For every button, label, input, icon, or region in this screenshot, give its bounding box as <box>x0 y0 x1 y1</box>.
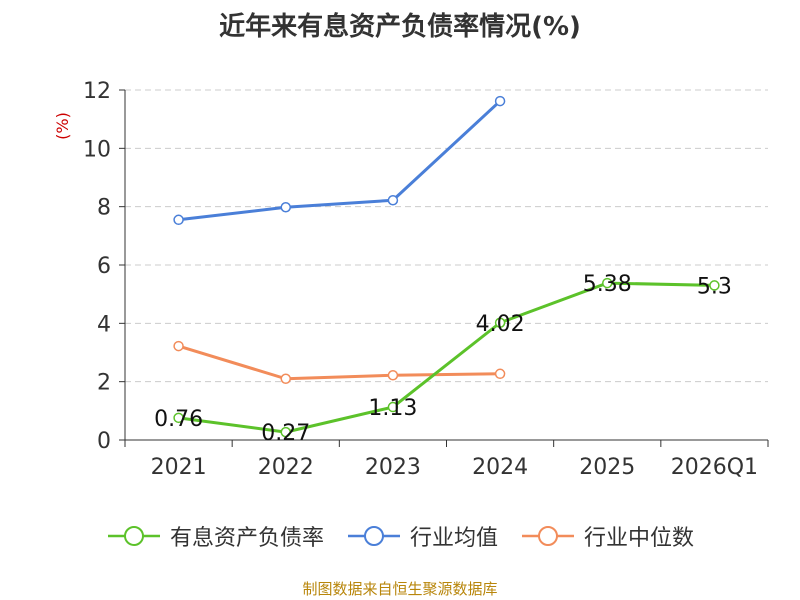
chart-title: 近年来有息资产负债率情况(%) <box>219 12 581 42</box>
legend-item[interactable]: 行业均值 <box>346 520 498 552</box>
data-point <box>173 340 184 352</box>
data-point <box>173 412 184 424</box>
data-label: 0.76 <box>154 407 203 432</box>
y-tick-label: 12 <box>83 79 111 104</box>
legend-item[interactable]: 行业中位数 <box>520 520 694 552</box>
legend-marker <box>123 526 144 546</box>
source-note: 制图数据来自恒生聚源数据库 <box>302 580 498 598</box>
data-point <box>280 373 291 384</box>
data-point <box>709 280 720 291</box>
legend-marker <box>538 526 558 546</box>
legend-swatch <box>107 526 160 546</box>
data-point <box>494 317 506 328</box>
data-point <box>387 370 399 381</box>
legend: 有息资产负债率 行业均值 行业中位数 <box>0 520 800 552</box>
y-tick-label: 4 <box>97 312 111 337</box>
legend-item[interactable]: 有息资产负债率 <box>106 520 324 552</box>
data-point <box>387 401 399 413</box>
y-tick-label: 10 <box>83 137 111 162</box>
legend-label: 行业均值 <box>409 526 498 551</box>
legend-marker <box>363 526 384 546</box>
x-tick-label: 2026Q1 <box>671 455 758 480</box>
data-point <box>280 202 291 213</box>
data-label: 1.13 <box>368 396 417 421</box>
series-line <box>178 344 501 381</box>
data-point <box>494 368 506 380</box>
legend-swatch <box>347 526 400 546</box>
y-tick-label: 0 <box>97 429 111 454</box>
legend-swatch <box>522 526 574 546</box>
y-axis-label: (%) <box>53 112 72 140</box>
data-label: 5.3 <box>697 274 732 299</box>
legend-label: 有息资产负债率 <box>169 526 324 551</box>
data-point <box>387 195 399 206</box>
x-tick-label: 2025 <box>579 455 635 480</box>
data-point <box>173 214 184 226</box>
y-tick-label: 8 <box>97 196 111 221</box>
legend-label: 行业中位数 <box>584 526 695 551</box>
data-label: 4.02 <box>476 312 525 337</box>
data-point <box>280 426 291 438</box>
x-tick-label: 2023 <box>365 455 421 480</box>
x-tick-label: 2022 <box>258 455 314 480</box>
y-tick-label: 2 <box>97 371 111 396</box>
data-label: 0.27 <box>261 421 310 446</box>
y-tick-label: 6 <box>97 254 111 279</box>
series-line <box>178 281 715 434</box>
data-point <box>494 95 506 107</box>
series-line <box>178 99 502 222</box>
data-point <box>602 277 613 289</box>
x-tick-label: 2021 <box>151 455 207 480</box>
x-tick-label: 2024 <box>472 455 528 480</box>
data-label: 5.38 <box>583 272 632 297</box>
